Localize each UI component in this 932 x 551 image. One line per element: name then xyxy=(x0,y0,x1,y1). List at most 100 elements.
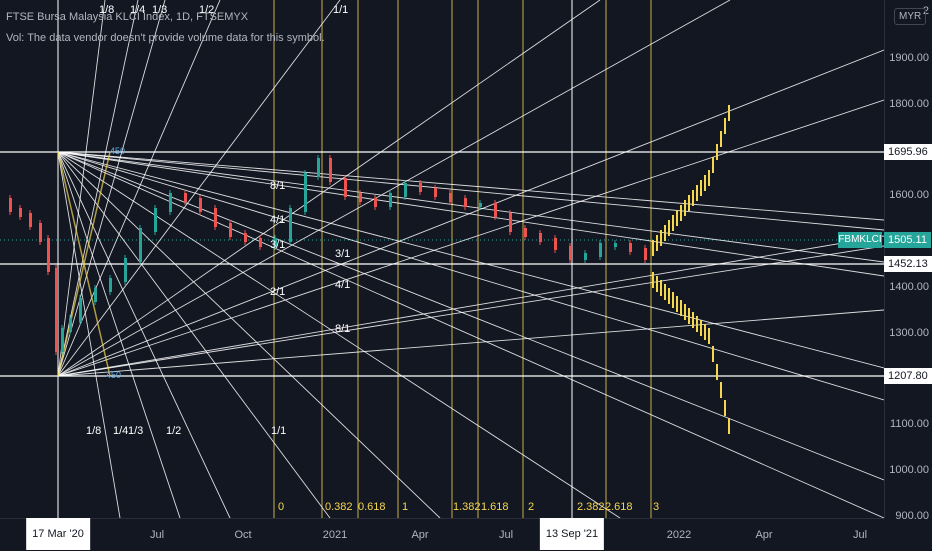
fib-label: 0.618 xyxy=(358,501,386,513)
projection-bar-down xyxy=(696,316,698,332)
price-tick: 1600.00 xyxy=(889,189,929,202)
fan-line xyxy=(57,151,884,401)
projection-bar-up xyxy=(704,175,706,191)
time-tick: Jul xyxy=(149,529,165,541)
price-tick: 900.00 xyxy=(895,510,929,522)
projection-bar-down xyxy=(692,312,694,328)
fan-label-right-lower: 4/1 xyxy=(335,279,351,291)
fib-label: 2.618 xyxy=(605,501,633,513)
fan-line xyxy=(57,0,221,377)
projection-bar-up xyxy=(660,230,662,246)
fan-line xyxy=(57,0,731,377)
projection-bar-up xyxy=(664,225,666,241)
time-tick: 2021 xyxy=(322,529,348,541)
fan-line xyxy=(57,151,884,221)
time-tick: Apr xyxy=(755,529,773,541)
fib-label: 2 xyxy=(528,501,535,513)
price-tick: 1000.00 xyxy=(889,464,929,477)
projection-bar-down xyxy=(676,296,678,312)
projection-bar-down xyxy=(664,284,666,300)
projection-bar-down xyxy=(700,320,702,336)
price-tick: 1400.00 xyxy=(889,281,929,293)
price-tick: 1100.00 xyxy=(890,418,929,431)
symbol-badge: FBMKLCI xyxy=(838,232,882,248)
fan-label-top: 1/8 xyxy=(99,4,115,16)
crosshair-date-right: 13 Sep '21 xyxy=(539,518,605,550)
volume-note: Vol: The data vendor doesn't provide vol… xyxy=(6,32,325,44)
fan-line xyxy=(57,151,884,263)
fib-label: 1.618 xyxy=(481,501,509,513)
fib-label: 2.382 xyxy=(577,501,605,513)
price-label-current: 1505.11 xyxy=(884,232,931,248)
fan-line xyxy=(57,151,441,518)
fib-label: 0.382 xyxy=(325,501,353,513)
gann-fan xyxy=(0,0,884,518)
time-axis[interactable]: JulOct2021AprJulOct2022AprJul xyxy=(0,518,884,551)
fan-line xyxy=(57,0,166,377)
fan-line xyxy=(57,0,601,377)
fib-label: 3 xyxy=(653,501,660,513)
fan-line xyxy=(57,151,884,231)
projection-bar-down xyxy=(680,300,682,316)
projection-bar-down xyxy=(712,346,714,362)
fan-line xyxy=(57,99,884,377)
chart-title: FTSE Bursa Malaysia KLCI Index, 1D, FTSE… xyxy=(6,11,249,23)
fib-time-zones xyxy=(273,0,652,518)
fan-label-right-lower: 8/1 xyxy=(335,323,351,335)
time-tick: Jul xyxy=(852,529,868,541)
projection-bar-down xyxy=(652,272,654,288)
fan-label-bottom: 1/3 xyxy=(128,425,144,437)
chart-canvas[interactable] xyxy=(0,0,884,518)
projection-bar-down xyxy=(688,308,690,324)
projection-bar-up xyxy=(676,210,678,226)
projection-bar-up xyxy=(716,144,718,160)
projection-bar-up xyxy=(656,235,658,251)
fan-line xyxy=(57,49,884,377)
fan-label-bottom: 1/4 xyxy=(113,425,129,437)
projection-bar-up xyxy=(728,105,730,121)
fan-line xyxy=(57,151,884,369)
fib-label: 0 xyxy=(278,501,285,513)
fan-label-top: 1/4 xyxy=(130,4,146,16)
fan-line xyxy=(57,151,884,481)
angle-line xyxy=(57,151,111,377)
projection-bar-up xyxy=(696,185,698,201)
fan-label-right-upper: 8/1 xyxy=(270,180,286,192)
projection-bar-up xyxy=(724,118,726,134)
projection-bar-down xyxy=(708,328,710,344)
fan-line xyxy=(57,309,884,377)
fan-label-top: 1/1 xyxy=(333,4,349,16)
time-tick: Oct xyxy=(234,529,252,541)
projection-bar-down xyxy=(720,382,722,398)
fan-line xyxy=(57,151,884,277)
projection-bar-up xyxy=(692,190,694,206)
fan-label-right-upper: 4/1 xyxy=(270,214,286,226)
fan-label-top: 1/3 xyxy=(152,4,168,16)
projection-bar-up xyxy=(688,195,690,211)
projection-bar-down xyxy=(716,364,718,380)
projection-bar-down xyxy=(672,292,674,308)
projection-bar-down xyxy=(684,304,686,320)
fib-label: 1 xyxy=(402,501,409,513)
currency-badge[interactable]: MYR xyxy=(894,8,927,25)
fan-label-right-lower: 3/1 xyxy=(335,248,351,260)
price-label-low: 1207.80 xyxy=(884,368,932,384)
price-label-mid: 1452.13 xyxy=(884,256,932,272)
projection-bars xyxy=(652,105,730,434)
projection-bar-down xyxy=(660,280,662,296)
fan-line xyxy=(57,151,331,518)
fan-line xyxy=(57,0,139,377)
price-candles xyxy=(9,155,647,355)
fan-label-bottom: 1/1 xyxy=(271,425,287,437)
fan-line xyxy=(57,0,106,377)
projection-bar-down xyxy=(668,288,670,304)
projection-bar-up xyxy=(700,180,702,196)
fan-label-right-upper: 3/1 xyxy=(270,239,286,251)
crosshair-date-left: 17 Mar '20 xyxy=(26,518,90,550)
price-tick: 1300.00 xyxy=(889,326,929,339)
gann-angle-label: 450 xyxy=(110,146,126,156)
fan-line xyxy=(57,151,621,518)
price-tick: 1800.00 xyxy=(889,97,929,110)
projection-bar-up xyxy=(708,170,710,186)
projection-bar-up xyxy=(680,205,682,221)
